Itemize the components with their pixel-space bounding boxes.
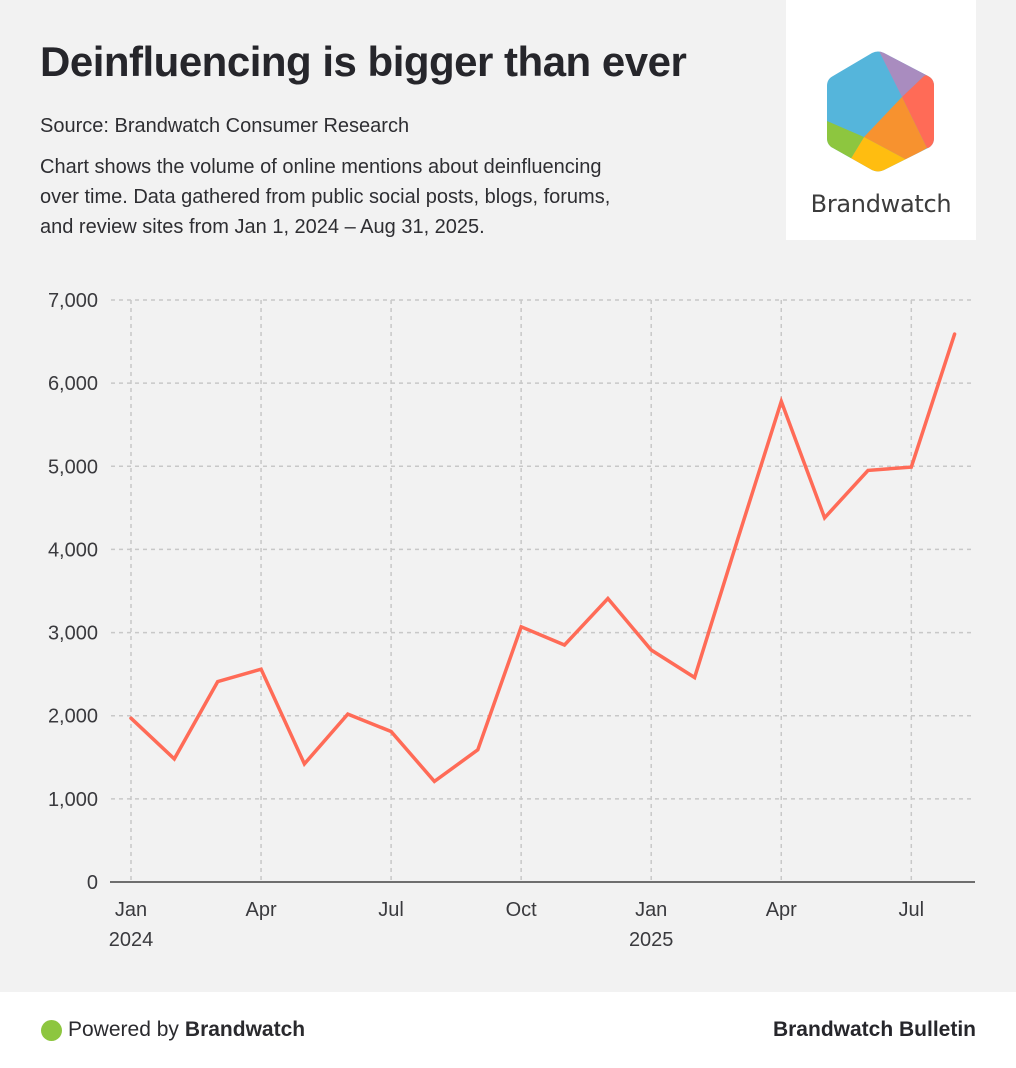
y-tick-label: 1,000 [48,789,98,811]
logo-segment-orange [864,97,927,160]
description-line: and review sites from Jan 1, 2024 – Aug … [40,216,485,238]
x-tick-label: Jul [378,899,404,921]
y-tick-label: 0 [87,872,98,894]
y-tick-label: 2,000 [48,706,98,728]
line-chart: 0 1,000 2,000 3,000 4,000 5,000 6,000 7,000 Jan… [48,290,975,951]
source-note: Source: Brandwatch Consumer Research [40,115,410,137]
x-tick-label: Jan [635,899,667,921]
powered-by-prefix: Powered by [68,1018,179,1041]
y-tick-label: 6,000 [48,373,98,395]
y-tick-label: 3,000 [48,623,98,645]
logo-segment-red [902,70,934,150]
powered-by: Powered by Brandwatch [41,1018,305,1042]
footer: Powered by Brandwatch Brandwatch Bulleti… [0,992,1016,1068]
brandwatch-bulletin-label: Brandwatch Bulletin [772,1018,976,1041]
powered-by-brand: Brandwatch [184,1018,306,1041]
x-tick-label: Jan [115,899,147,921]
x-tick-label: Apr [766,899,797,921]
y-tick-label: 7,000 [48,290,98,312]
description-line: Chart shows the volume of online mention… [40,156,602,178]
x-tick-label: Jul [899,899,925,921]
x-tick-label: Oct [506,899,538,921]
chart-title: Deinfluencing is bigger than ever [40,38,687,85]
chart-description: Chart shows the volume of online mention… [40,152,740,242]
x-axis: Jan 2024 Apr Jul Oct Jan 2025 Apr Jul [109,881,975,951]
y-tick-label: 4,000 [48,539,98,561]
logo-wordmark: Brandwatch [810,190,952,218]
x-tick-year-label: 2025 [629,929,674,951]
description-line: over time. Data gathered from public soc… [40,186,611,208]
brandwatch-logo: Brandwatch [786,0,976,240]
grid [111,299,972,882]
x-tick-label: Apr [245,899,276,921]
status-dot-icon [41,1019,62,1041]
series [129,332,957,784]
series-line-mentions [129,332,957,784]
y-tick-label: 5,000 [48,456,98,478]
x-tick-year-label: 2024 [109,929,154,951]
brandwatch-hexagon-icon [827,51,934,172]
y-axis: 0 1,000 2,000 3,000 4,000 5,000 6,000 7,000 [48,290,98,894]
